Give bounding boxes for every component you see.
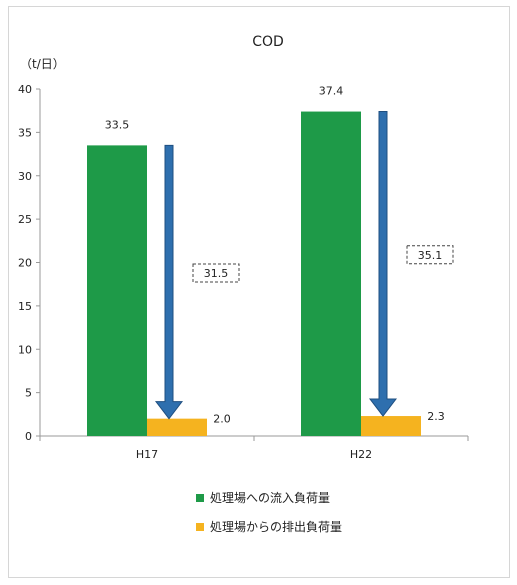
x-category-label: H17 bbox=[136, 448, 158, 461]
data-label-inflow-h17: 33.5 bbox=[105, 118, 130, 131]
y-tick-label: 35 bbox=[18, 126, 32, 139]
y-tick-label: 15 bbox=[18, 300, 32, 313]
y-axis-unit-label: （t/日） bbox=[20, 57, 65, 71]
y-tick-label: 10 bbox=[18, 343, 32, 356]
data-label-inflow-h22: 37.4 bbox=[319, 85, 344, 98]
reduction-callout-label-h17: 31.5 bbox=[204, 267, 229, 280]
legend-label-inflow: 処理場への流入負荷量 bbox=[210, 491, 331, 505]
reduction-arrow-h22 bbox=[368, 111, 398, 417]
chart-title: COD bbox=[252, 34, 284, 50]
bar-inflow-h17 bbox=[87, 145, 147, 436]
bar-outflow-h17 bbox=[147, 418, 207, 436]
legend-swatch-inflow bbox=[196, 493, 204, 502]
y-tick-label: 40 bbox=[18, 83, 32, 96]
legend-item-inflow: 処理場への流入負荷量 bbox=[196, 489, 330, 506]
x-category-label: H22 bbox=[350, 448, 372, 461]
data-label-outflow-h17: 2.0 bbox=[213, 413, 231, 426]
reduction-callout-box-h22 bbox=[406, 245, 454, 265]
y-tick-label: 0 bbox=[25, 430, 32, 443]
y-tick-label: 20 bbox=[18, 257, 32, 270]
y-tick-label: 30 bbox=[18, 170, 32, 183]
y-tick-label: 25 bbox=[18, 213, 32, 226]
data-label-outflow-h22: 2.3 bbox=[427, 410, 445, 423]
bar-outflow-h22 bbox=[361, 416, 421, 436]
reduction-arrow-h17 bbox=[154, 144, 184, 420]
reduction-callout-box-h17 bbox=[192, 263, 240, 283]
bar-inflow-h22 bbox=[301, 111, 361, 437]
legend-swatch-outflow bbox=[196, 522, 204, 531]
legend-label-outflow: 処理場からの排出負荷量 bbox=[210, 520, 343, 534]
legend-item-outflow: 処理場からの排出負荷量 bbox=[196, 518, 342, 535]
reduction-callout-label-h22: 35.1 bbox=[418, 249, 443, 262]
y-tick-label: 5 bbox=[25, 387, 32, 400]
